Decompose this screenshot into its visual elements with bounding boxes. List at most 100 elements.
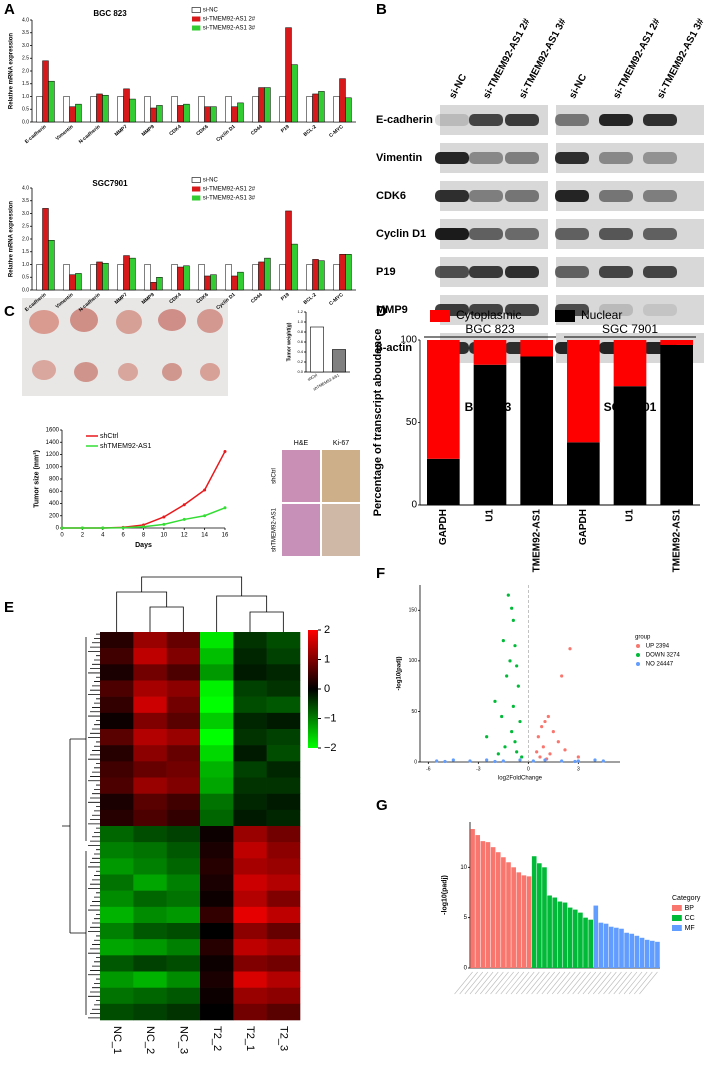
x-tick-label: 16 (222, 533, 229, 539)
point (511, 704, 515, 708)
heatmap-cell (133, 745, 167, 762)
blot-row-label: Vimentin (376, 152, 423, 164)
point (546, 714, 550, 719)
x-tick-stub (490, 971, 509, 995)
heatmap-cell (233, 729, 267, 746)
bar (485, 842, 491, 968)
y-tick-label: 3.0 (22, 211, 29, 217)
legend-swatch (636, 662, 640, 666)
panel-label: A (4, 1, 15, 18)
blot-band (435, 152, 469, 164)
heatmap-cell (166, 1003, 201, 1021)
chart-title: BGC 823 (93, 9, 127, 18)
blot-band (505, 304, 539, 316)
point (203, 488, 207, 492)
legend-label: Cytoplasmic (456, 308, 521, 322)
heatmap-cell (133, 712, 167, 730)
blot-band (555, 190, 589, 202)
legend-label: NO 24447 (646, 662, 674, 668)
legend-label: Nuclear (581, 308, 622, 322)
y-tick-label: 1.0 (22, 262, 29, 268)
point (515, 750, 519, 754)
heatmap-cell (166, 858, 201, 875)
bar (629, 933, 635, 968)
heatmap-cell (133, 664, 167, 681)
bar (608, 926, 614, 968)
point (535, 750, 539, 754)
y-axis-label: Tumor size (mm³) (34, 450, 41, 508)
blot-band (643, 304, 677, 316)
heatmap-cell (166, 696, 201, 714)
bar (183, 265, 190, 291)
bar (231, 106, 238, 123)
bar (204, 106, 211, 123)
histology-column: Ki-67 (333, 440, 349, 447)
bar (198, 264, 205, 291)
heatmap-cell (233, 906, 267, 924)
x-tick-label: 10 (161, 533, 168, 539)
x-tick-stub (562, 971, 581, 995)
bar (332, 349, 346, 373)
legend-swatch (191, 7, 201, 13)
heatmap-cell (233, 664, 267, 681)
point (493, 699, 497, 703)
blot-band (599, 190, 633, 202)
point (451, 758, 455, 762)
heatmap-cell (233, 874, 267, 891)
panel-label: C (4, 303, 15, 320)
legend-label: si-TMEM92-AS1 2# (203, 187, 256, 193)
heatmap-cell (100, 632, 134, 649)
heatmap-cell (233, 809, 267, 827)
point (485, 735, 489, 739)
bar-segment (473, 340, 507, 365)
point (468, 759, 472, 763)
point (501, 639, 505, 643)
x-tick-label: P19 (280, 292, 291, 302)
heatmap-cell (200, 987, 234, 1005)
point (538, 755, 542, 759)
heatmap-cell (133, 680, 167, 697)
point (501, 759, 505, 763)
heatmap-cell (266, 696, 301, 714)
x-tick-label: C-MYC (328, 292, 345, 307)
heatmap-cell (200, 761, 234, 778)
blot-band (505, 190, 539, 202)
bar (90, 264, 97, 291)
heatmap-cell (200, 745, 234, 762)
heatmap-cell (100, 858, 134, 875)
x-tick-label: E-cadherin (24, 124, 48, 145)
legend-swatch (192, 16, 201, 22)
x-tick-label: N-cadherin (78, 124, 102, 145)
legend-title: group (635, 635, 651, 641)
bar (345, 97, 352, 123)
bar (48, 80, 55, 123)
legend-swatch (192, 195, 201, 201)
bar (345, 254, 352, 291)
x-tick-stub (623, 971, 643, 995)
bar (501, 857, 506, 968)
bar (318, 260, 325, 291)
point (223, 506, 227, 510)
bar (36, 264, 43, 291)
y-axis-label: Tumor weight(g) (287, 322, 293, 361)
x-tick-stub (592, 971, 612, 995)
heatmap-cell (233, 745, 267, 762)
heatmap-cell (200, 1003, 234, 1021)
heatmap-cell (200, 858, 234, 875)
heatmap-cell (266, 809, 301, 827)
heatmap-cell (200, 955, 234, 972)
bar (69, 106, 76, 123)
bar (614, 927, 619, 968)
bar (516, 872, 522, 968)
legend-label: shCtrl (100, 433, 119, 440)
point (443, 759, 447, 764)
y-tick-label: 0.0 (22, 119, 29, 125)
heatmap-cell (233, 890, 267, 908)
point (162, 522, 166, 526)
heatmap-cell (233, 987, 267, 1005)
x-tick-label: 4 (101, 533, 105, 539)
blot-row-label: E-cadherin (376, 114, 433, 126)
y-axis-label: Relative mRNA expression (9, 33, 15, 109)
point (435, 759, 439, 763)
